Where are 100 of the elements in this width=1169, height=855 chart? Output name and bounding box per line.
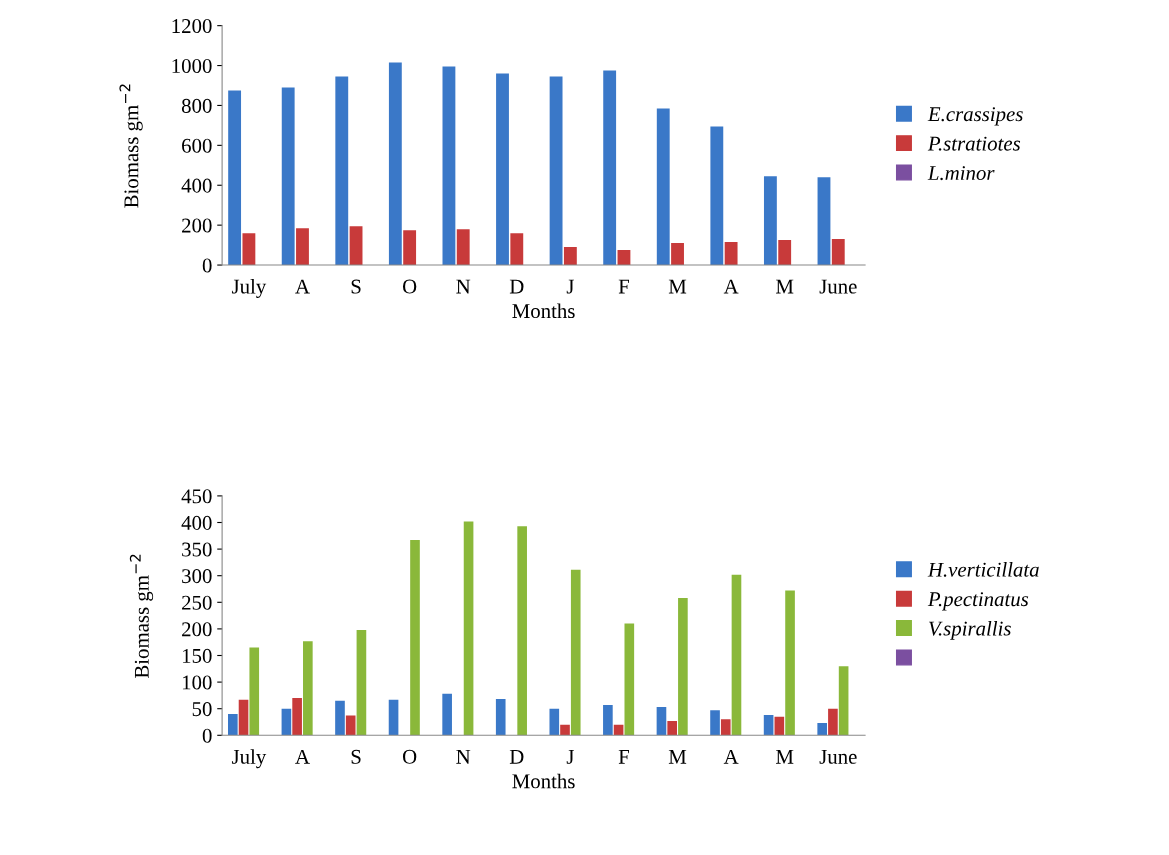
- bar: [549, 708, 560, 736]
- x-tick-label: N: [456, 750, 471, 764]
- bar: [656, 108, 670, 266]
- x-tick-label: O: [402, 279, 417, 294]
- x-tick-label: July: [231, 749, 267, 769]
- bar: [356, 629, 367, 736]
- bar: [281, 87, 295, 266]
- x-tick-label: M: [776, 279, 794, 294]
- bar: [510, 233, 524, 266]
- y-tick-label: 300: [182, 569, 212, 584]
- bar: [624, 623, 635, 736]
- bar: [388, 699, 399, 736]
- x-tick-label: D: [509, 279, 524, 294]
- legend-label: E.crassipes: [927, 107, 1023, 126]
- bar: [603, 70, 617, 266]
- x-tick-label: F: [618, 279, 629, 294]
- bar: [249, 647, 260, 736]
- bar: [228, 90, 242, 266]
- x-tick-label: D: [509, 750, 524, 764]
- bar: [242, 233, 256, 266]
- y-tick-label: 1000: [172, 58, 212, 73]
- bar: [817, 177, 831, 266]
- bar: [281, 708, 292, 736]
- bar: [228, 714, 238, 736]
- y-tick-label: 150: [182, 648, 212, 663]
- legend-label: P.pectinatus: [927, 592, 1029, 611]
- bar: [763, 715, 774, 736]
- x-axis-title: Months: [512, 773, 575, 789]
- bar: [778, 240, 792, 266]
- bar: [238, 699, 249, 736]
- bar: [345, 715, 356, 736]
- x-tick-label: F: [618, 750, 629, 764]
- x-axis-title: Months: [512, 303, 575, 319]
- y-axis-title: Biomass gm$^{−2}$: [129, 554, 154, 679]
- bar: [335, 700, 345, 736]
- bar: [495, 699, 506, 736]
- bar: [517, 526, 527, 736]
- bar: [774, 716, 785, 736]
- x-tick-label: A: [723, 749, 739, 764]
- bar: [549, 76, 563, 266]
- bar: [678, 598, 688, 736]
- y-tick-label: 800: [181, 98, 212, 113]
- legend-label: V.spirallis: [929, 620, 1011, 640]
- bar: [442, 66, 456, 266]
- bar: [667, 720, 677, 736]
- bar: [828, 708, 838, 736]
- bar: [335, 76, 349, 266]
- bar: [817, 723, 828, 736]
- x-tick-label: J: [566, 750, 574, 764]
- y-tick-label: 350: [182, 542, 212, 557]
- y-tick-label: 400: [181, 178, 212, 193]
- bar: [463, 521, 474, 736]
- bar: [496, 73, 509, 266]
- x-tick-label: June: [819, 279, 857, 294]
- x-tick-label: A: [723, 279, 739, 294]
- x-tick-label: S: [351, 279, 361, 294]
- bar: [442, 693, 452, 736]
- x-tick-label: M: [668, 279, 687, 294]
- bar: [603, 704, 613, 736]
- x-tick-label: N: [456, 279, 471, 294]
- bar: [570, 569, 581, 736]
- bar: [388, 62, 402, 266]
- x-tick-label: July: [231, 278, 267, 298]
- bar: [731, 574, 742, 736]
- x-tick-label: A: [295, 279, 310, 294]
- x-tick-label: M: [668, 750, 687, 764]
- x-tick-label: J: [566, 279, 574, 294]
- bar: [671, 243, 684, 266]
- bar: [831, 239, 845, 266]
- y-tick-label: 400: [181, 515, 212, 530]
- y-tick-label: 100: [182, 675, 212, 690]
- y-tick-label: 50: [192, 702, 212, 717]
- bar: [403, 230, 417, 266]
- bar: [656, 707, 667, 736]
- bar: [349, 226, 363, 266]
- bar: [785, 590, 795, 736]
- x-tick-label: June: [819, 750, 857, 764]
- bar: [296, 228, 309, 266]
- bar: [710, 710, 720, 736]
- bar: [410, 540, 420, 736]
- bar: [292, 698, 302, 736]
- bar: [456, 229, 470, 266]
- y-tick-label: 250: [182, 595, 212, 610]
- y-tick-label: 600: [182, 138, 212, 153]
- bar: [710, 126, 724, 266]
- y-axis-title: Biomass gm$^{−2}$: [119, 84, 143, 208]
- legend-label: H.verticillata: [927, 562, 1039, 577]
- y-tick-label: 1200: [172, 19, 212, 34]
- bar: [560, 724, 570, 736]
- y-tick-label: 200: [182, 622, 212, 637]
- bar: [763, 176, 777, 266]
- bar: [563, 247, 577, 266]
- bar: [724, 242, 738, 266]
- y-tick-label: 0: [202, 728, 212, 743]
- legend-label: P.stratiotes: [927, 136, 1021, 151]
- legend-label: L.minor: [927, 166, 995, 181]
- y-tick-label: 450: [181, 489, 212, 504]
- y-tick-label: 200: [182, 218, 212, 233]
- bar: [303, 641, 313, 736]
- x-tick-label: O: [402, 749, 417, 764]
